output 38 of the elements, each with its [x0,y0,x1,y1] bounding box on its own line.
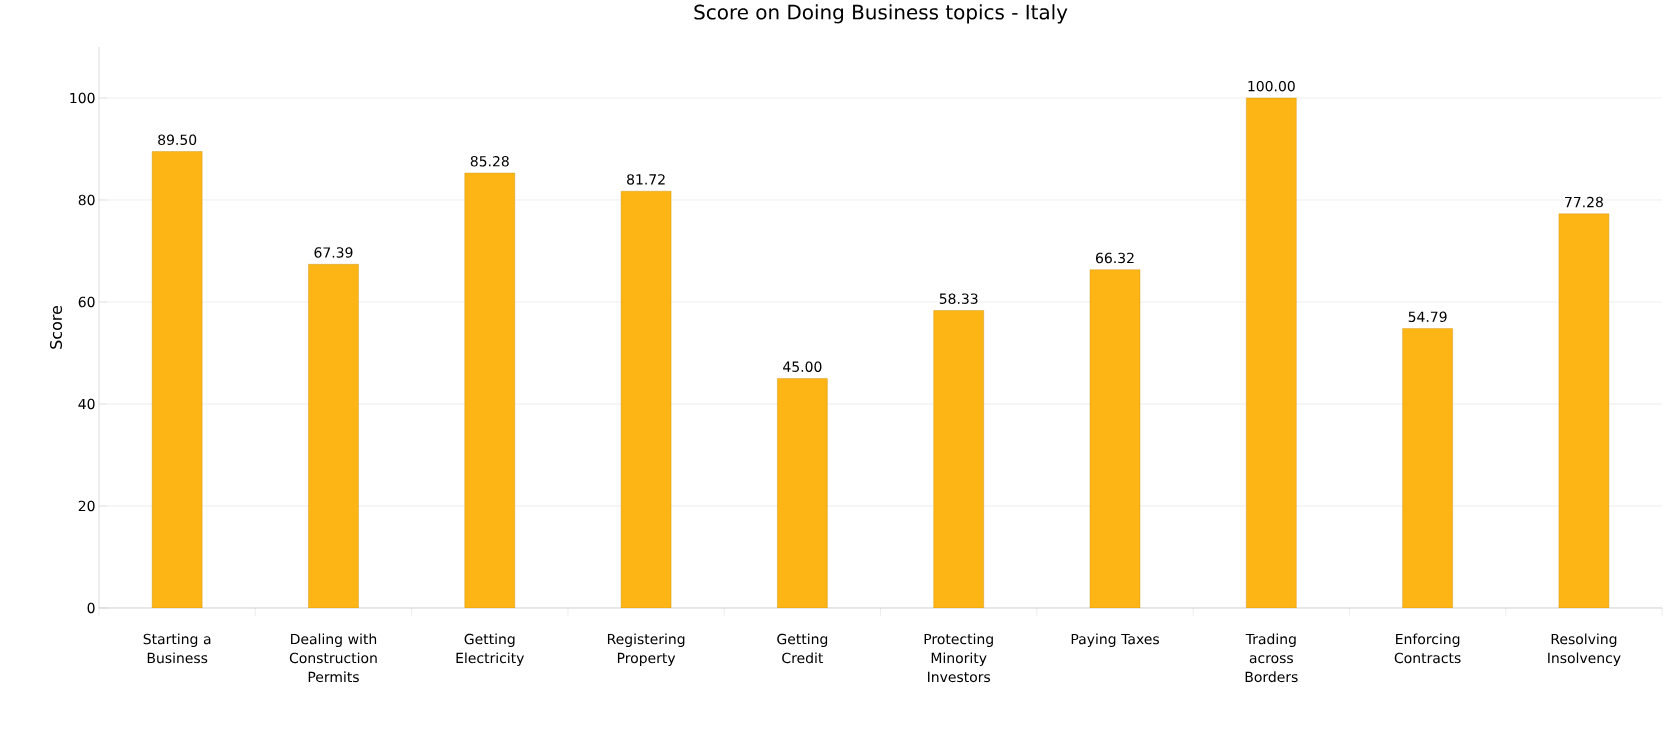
bar [1558,213,1610,608]
data-label: 58.33 [939,293,978,304]
data-label: 89.50 [158,134,197,146]
data-label: 81.72 [627,174,665,185]
y-tick-label: 40 [78,398,95,410]
bar [308,264,359,608]
data-label: 67.39 [314,247,353,258]
data-label: 54.79 [1408,311,1447,323]
bar [620,191,672,608]
x-tick-label: Registering Property [607,633,685,666]
y-tick-label: 0 [87,602,95,614]
x-tick-label: Protecting Minority Investors [924,633,993,683]
x-tick-label: Resolving Insolvency [1548,633,1621,666]
y-tick-label: 80 [78,194,95,206]
data-label: 77.28 [1565,196,1603,208]
x-tick-label: Getting Credit [777,633,828,664]
y-axis-title: Score [49,305,63,349]
y-tick-label: 20 [78,500,95,512]
data-label: 66.32 [1096,252,1134,264]
bar [933,310,984,608]
bar [1246,97,1297,608]
y-tick-label: 60 [78,296,95,308]
x-tick-label: Enforcing Contracts [1394,633,1461,664]
bar [1402,328,1453,608]
data-label: 85.28 [470,155,509,167]
data-label: 45.00 [783,361,822,372]
x-tick-label: Starting a Business [143,633,211,664]
x-tick-label: Trading across Borders [1245,633,1298,683]
data-label: 100.00 [1248,80,1295,92]
x-tick-label: Getting Electricity [456,633,525,666]
bar [1089,269,1141,608]
chart-title: Score on Doing Business topics - Italy [694,4,1068,24]
y-tick-label: 100 [70,92,95,104]
x-tick-label: Paying Taxes [1071,633,1159,648]
bar [464,172,515,608]
bar [151,151,203,608]
bar [777,378,828,608]
x-tick-label: Dealing with Construction Permits [289,633,377,683]
